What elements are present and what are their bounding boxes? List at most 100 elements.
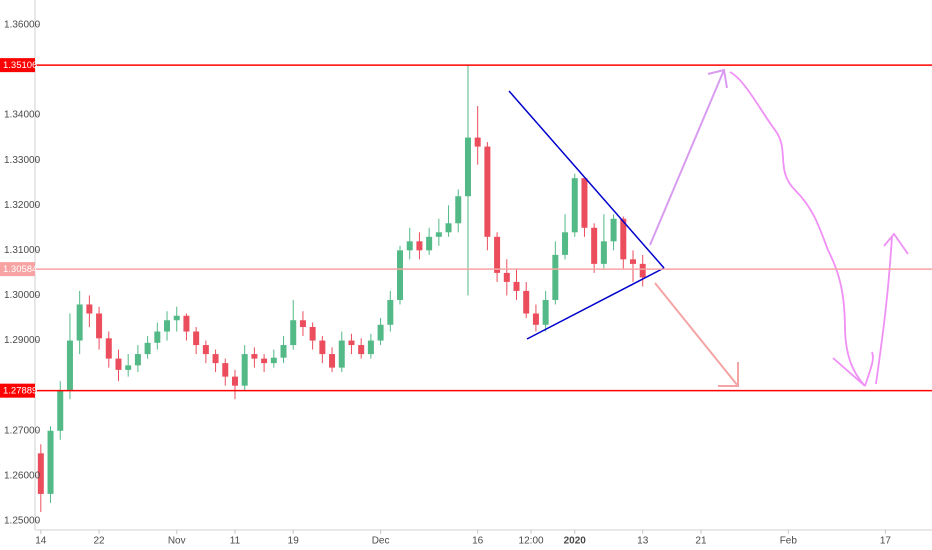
candle-body [47,430,54,494]
candle-body [290,320,297,346]
x-tick-label: 17 [880,536,892,547]
level-label-box [0,383,35,398]
candle-body [552,254,559,300]
candle-body [222,363,229,377]
x-tick-label: 19 [288,536,300,547]
candle-body [299,320,306,328]
candle-body [367,340,374,355]
up-arrow [649,68,728,246]
x-tick-label: Dec [372,536,390,547]
y-tick-label: 1.31000 [4,245,41,256]
candle-body [338,340,345,368]
candle-body [270,357,277,364]
candle-body [144,342,151,355]
levels: 1.35106 1.30584 1.27889 [0,58,932,398]
candle-body [620,218,627,260]
triangle-line [526,267,665,340]
candle-body [76,304,83,341]
y-tick-label: 1.32000 [4,200,41,211]
x-tick-label: 14 [35,536,47,547]
x-tick-label: 12:00 [519,536,544,547]
candle-body [86,304,93,314]
candle-body [435,232,442,237]
candle-body [630,259,636,264]
candle-body [309,327,316,341]
candle-body [503,272,510,282]
candle-body [319,340,326,355]
candle-body [581,178,588,228]
triangle-line [508,90,665,269]
x-tick-label: Feb [780,536,798,547]
down-arrow [654,282,739,387]
candle-body [329,354,336,368]
level-label: 1.30584 [3,264,37,275]
candle-body [591,227,598,264]
candle-body [261,358,268,364]
hand-drawn-path [729,71,909,387]
level-label: 1.27889 [3,386,37,397]
y-tick-label: 1.26000 [4,471,41,482]
candle-body [115,358,122,370]
candle-body [513,281,520,291]
y-tick-label: 1.33000 [4,155,41,166]
candle-body [202,345,209,355]
candle-body [562,232,569,255]
x-tick-label: 16 [472,536,484,547]
x-tick-label: 21 [695,536,707,547]
candle-body [193,331,200,346]
candle-body [600,241,607,264]
y-tick-label: 1.30000 [4,290,41,301]
candle-body [251,354,258,359]
x-tick-label: 2020 [564,536,587,547]
candle-body [241,354,248,386]
candle-body [494,236,501,273]
candle-body [358,345,365,355]
candle-body [397,250,404,300]
y-tick-label: 1.27000 [4,425,41,436]
candle-body [416,241,423,251]
candle-body [474,137,481,147]
x-tick-label: 13 [637,536,649,547]
level-label: 1.35106 [3,60,37,71]
candles [37,65,646,512]
candle-body [571,178,578,233]
x-tick-label: Nov [168,536,186,547]
y-tick-label: 1.25000 [4,516,41,527]
candle-body [280,345,287,358]
candle-body [231,376,238,386]
level-label-box [0,262,35,277]
candle-body [66,340,73,391]
candle-body [164,320,171,332]
candle-body [464,137,471,197]
candle-body [154,331,161,343]
candle-body [387,299,394,325]
candle-body [426,236,433,251]
candle-body [96,313,103,339]
candle-body [639,263,646,278]
candle-body [212,354,219,364]
candle-body [105,338,112,359]
candle-body [125,365,132,370]
candle-body [377,324,384,341]
candle-body [348,340,355,346]
candle-body [455,196,462,224]
candle-body [542,299,549,325]
y-tick-label: 1.36000 [4,19,41,30]
candle-body [57,390,64,431]
y-tick-label: 1.34000 [4,110,41,121]
candle-body [532,313,539,325]
drawings [508,68,909,387]
candle-body [523,290,530,314]
candle-body [484,146,491,237]
candle-body [445,223,452,233]
candle-body [37,453,44,494]
candle-body [406,241,413,251]
x-tick-label: 22 [94,536,106,547]
candle-body [134,354,141,366]
y-tick-label: 1.29000 [4,335,41,346]
x-tick-label: 11 [230,536,241,547]
candle-body [610,218,617,242]
